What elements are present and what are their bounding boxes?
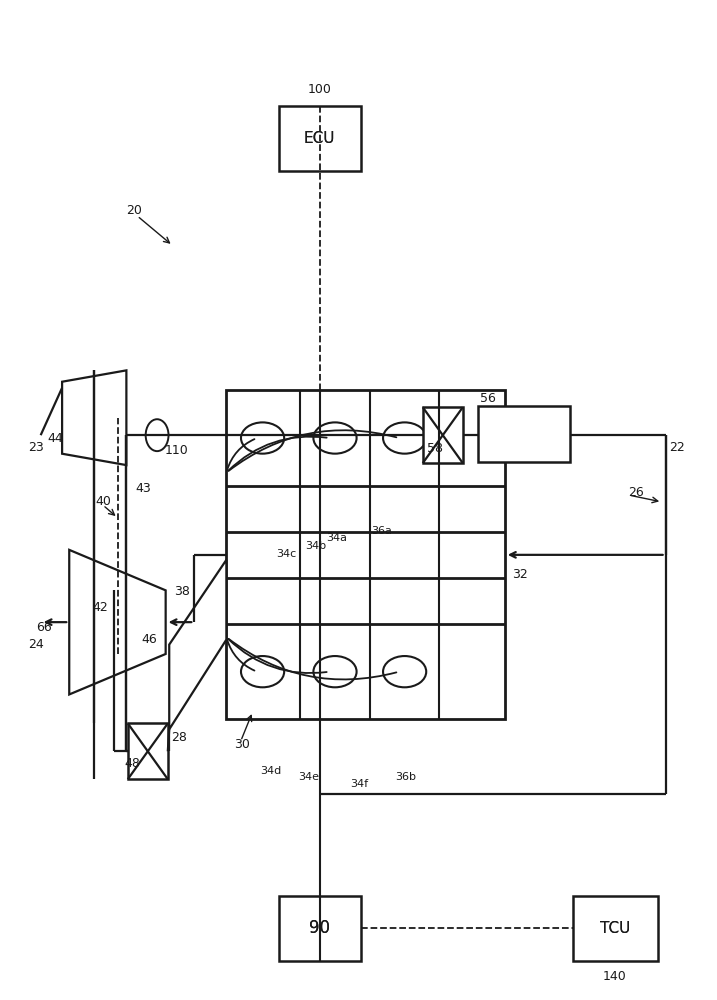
- Text: 24: 24: [29, 638, 44, 651]
- Bar: [573, 896, 658, 961]
- Text: 34f: 34f: [350, 779, 368, 789]
- Text: 90: 90: [309, 919, 330, 937]
- Text: 100: 100: [308, 83, 331, 96]
- Bar: [278, 896, 361, 961]
- Text: 34b: 34b: [305, 541, 327, 551]
- Text: 30: 30: [234, 738, 250, 751]
- Text: 34d: 34d: [260, 766, 281, 776]
- Polygon shape: [169, 560, 227, 729]
- Ellipse shape: [241, 422, 284, 454]
- Text: 42: 42: [92, 601, 108, 614]
- Text: 28: 28: [171, 731, 187, 744]
- Text: 90: 90: [309, 919, 330, 937]
- Text: ECU: ECU: [304, 131, 336, 146]
- Polygon shape: [62, 370, 126, 465]
- Text: 140: 140: [602, 970, 626, 983]
- Text: 38: 38: [174, 585, 190, 598]
- Polygon shape: [70, 550, 166, 694]
- Bar: [227, 390, 505, 719]
- Text: 46: 46: [141, 633, 157, 646]
- Text: 26: 26: [629, 486, 645, 499]
- Ellipse shape: [313, 422, 356, 454]
- Text: 23: 23: [29, 441, 44, 454]
- Text: 36b: 36b: [395, 772, 416, 782]
- Ellipse shape: [383, 656, 426, 687]
- Bar: [128, 723, 168, 779]
- Text: 34c: 34c: [276, 549, 297, 559]
- Text: 58: 58: [427, 442, 443, 455]
- Text: 36a: 36a: [371, 526, 392, 536]
- Text: 43: 43: [136, 482, 151, 495]
- Bar: [423, 407, 462, 463]
- Ellipse shape: [313, 656, 356, 687]
- Text: 34e: 34e: [298, 772, 319, 782]
- Text: 110: 110: [164, 444, 188, 457]
- Text: 48: 48: [124, 757, 140, 770]
- Text: 44: 44: [48, 432, 64, 445]
- Text: TCU: TCU: [600, 921, 631, 936]
- Text: 34a: 34a: [326, 533, 347, 543]
- Text: 20: 20: [126, 204, 142, 217]
- Bar: [478, 406, 570, 462]
- Text: TCU: TCU: [600, 921, 631, 936]
- Circle shape: [146, 419, 168, 451]
- Text: 22: 22: [669, 441, 685, 454]
- Ellipse shape: [241, 656, 284, 687]
- Ellipse shape: [383, 422, 426, 454]
- Text: ECU: ECU: [304, 131, 336, 146]
- Text: 40: 40: [95, 495, 112, 508]
- Bar: [278, 106, 361, 171]
- Text: 56: 56: [480, 392, 495, 405]
- Text: 32: 32: [512, 568, 528, 581]
- Text: 66: 66: [36, 621, 52, 634]
